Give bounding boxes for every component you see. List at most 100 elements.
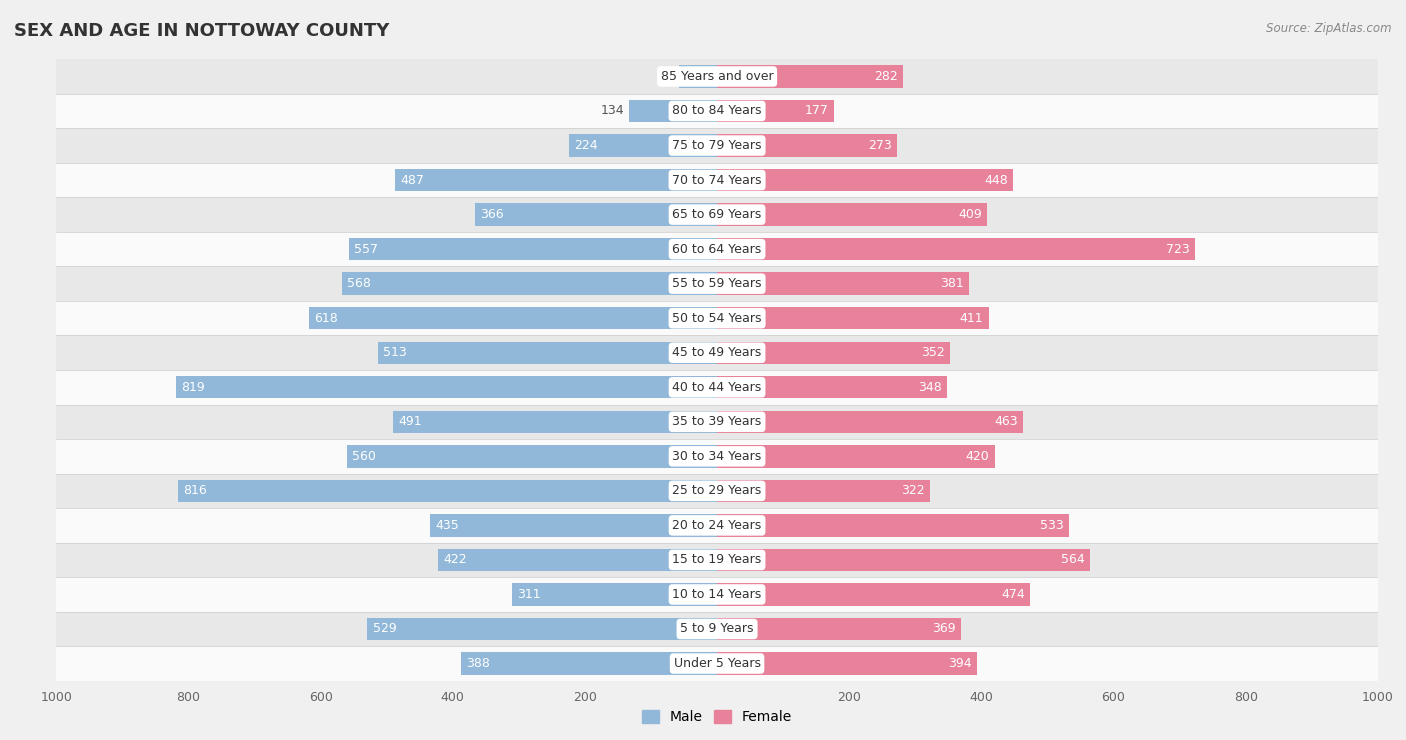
Bar [717, 514, 1070, 536]
Text: 57: 57 [659, 70, 675, 83]
Text: 435: 435 [434, 519, 458, 532]
Text: 20 to 24 Years: 20 to 24 Years [672, 519, 762, 532]
Text: 50 to 54 Years: 50 to 54 Years [672, 312, 762, 325]
Text: 564: 564 [1060, 554, 1084, 566]
Text: SEX AND AGE IN NOTTOWAY COUNTY: SEX AND AGE IN NOTTOWAY COUNTY [14, 22, 389, 40]
Text: 60 to 64 Years: 60 to 64 Years [672, 243, 762, 255]
Text: 352: 352 [921, 346, 945, 359]
Text: 369: 369 [932, 622, 956, 636]
Text: 491: 491 [398, 415, 422, 428]
Text: 723: 723 [1166, 243, 1189, 255]
Bar [717, 272, 969, 295]
Bar [717, 411, 1024, 433]
Bar [56, 335, 1378, 370]
Text: 273: 273 [869, 139, 893, 152]
Text: 75 to 79 Years: 75 to 79 Years [672, 139, 762, 152]
Bar [349, 238, 717, 260]
Text: 411: 411 [960, 312, 983, 325]
Bar [569, 134, 717, 157]
Text: 65 to 69 Years: 65 to 69 Years [672, 208, 762, 221]
Bar [461, 653, 717, 675]
Text: 282: 282 [875, 70, 898, 83]
Bar [717, 376, 948, 398]
Text: 348: 348 [918, 381, 942, 394]
Bar [56, 59, 1378, 94]
Bar [475, 204, 717, 226]
Bar [56, 612, 1378, 646]
Text: 409: 409 [959, 208, 981, 221]
Text: 366: 366 [481, 208, 505, 221]
Text: 533: 533 [1040, 519, 1064, 532]
Bar [56, 542, 1378, 577]
Bar [679, 65, 717, 87]
Text: 816: 816 [183, 485, 207, 497]
Bar [628, 100, 717, 122]
Bar [717, 445, 994, 468]
Bar [717, 341, 949, 364]
Bar [717, 583, 1031, 605]
Text: 487: 487 [401, 174, 425, 186]
Bar [56, 232, 1378, 266]
Bar [717, 549, 1090, 571]
Text: 40 to 44 Years: 40 to 44 Years [672, 381, 762, 394]
Bar [56, 577, 1378, 612]
Bar [56, 198, 1378, 232]
Bar [56, 266, 1378, 301]
Bar [56, 94, 1378, 128]
Bar [392, 411, 717, 433]
Text: 381: 381 [939, 278, 963, 290]
Bar [56, 370, 1378, 405]
Text: 15 to 19 Years: 15 to 19 Years [672, 554, 762, 566]
Legend: Male, Female: Male, Female [637, 704, 797, 730]
Bar [430, 514, 717, 536]
Text: 35 to 39 Years: 35 to 39 Years [672, 415, 762, 428]
Bar [717, 100, 834, 122]
Text: 819: 819 [181, 381, 205, 394]
Bar [56, 646, 1378, 681]
Text: 394: 394 [949, 657, 972, 670]
Text: 322: 322 [901, 485, 925, 497]
Bar [717, 134, 897, 157]
Bar [717, 618, 960, 640]
Text: 448: 448 [984, 174, 1008, 186]
Bar [177, 480, 717, 502]
Text: Source: ZipAtlas.com: Source: ZipAtlas.com [1267, 22, 1392, 36]
Text: 388: 388 [465, 657, 489, 670]
Text: 45 to 49 Years: 45 to 49 Years [672, 346, 762, 359]
Text: 80 to 84 Years: 80 to 84 Years [672, 104, 762, 118]
Text: 463: 463 [994, 415, 1018, 428]
Bar [717, 204, 987, 226]
Bar [717, 653, 977, 675]
Text: 568: 568 [347, 278, 371, 290]
Bar [56, 163, 1378, 198]
Bar [309, 307, 717, 329]
Bar [439, 549, 717, 571]
Text: 224: 224 [574, 139, 598, 152]
Text: 85 Years and over: 85 Years and over [661, 70, 773, 83]
Bar [717, 65, 904, 87]
Bar [367, 618, 717, 640]
Bar [56, 508, 1378, 542]
Bar [717, 238, 1195, 260]
Text: 422: 422 [443, 554, 467, 566]
Bar [176, 376, 717, 398]
Bar [378, 341, 717, 364]
Bar [342, 272, 717, 295]
Text: 177: 177 [804, 104, 828, 118]
Text: 70 to 74 Years: 70 to 74 Years [672, 174, 762, 186]
Text: 311: 311 [517, 588, 540, 601]
Text: 557: 557 [354, 243, 378, 255]
Bar [56, 474, 1378, 508]
Text: 529: 529 [373, 622, 396, 636]
Text: 560: 560 [353, 450, 377, 462]
Text: 5 to 9 Years: 5 to 9 Years [681, 622, 754, 636]
Text: 420: 420 [966, 450, 990, 462]
Bar [717, 480, 929, 502]
Text: 10 to 14 Years: 10 to 14 Years [672, 588, 762, 601]
Bar [717, 169, 1014, 191]
Text: 513: 513 [384, 346, 408, 359]
Bar [56, 301, 1378, 335]
Text: 134: 134 [600, 104, 624, 118]
Text: 55 to 59 Years: 55 to 59 Years [672, 278, 762, 290]
Bar [347, 445, 717, 468]
